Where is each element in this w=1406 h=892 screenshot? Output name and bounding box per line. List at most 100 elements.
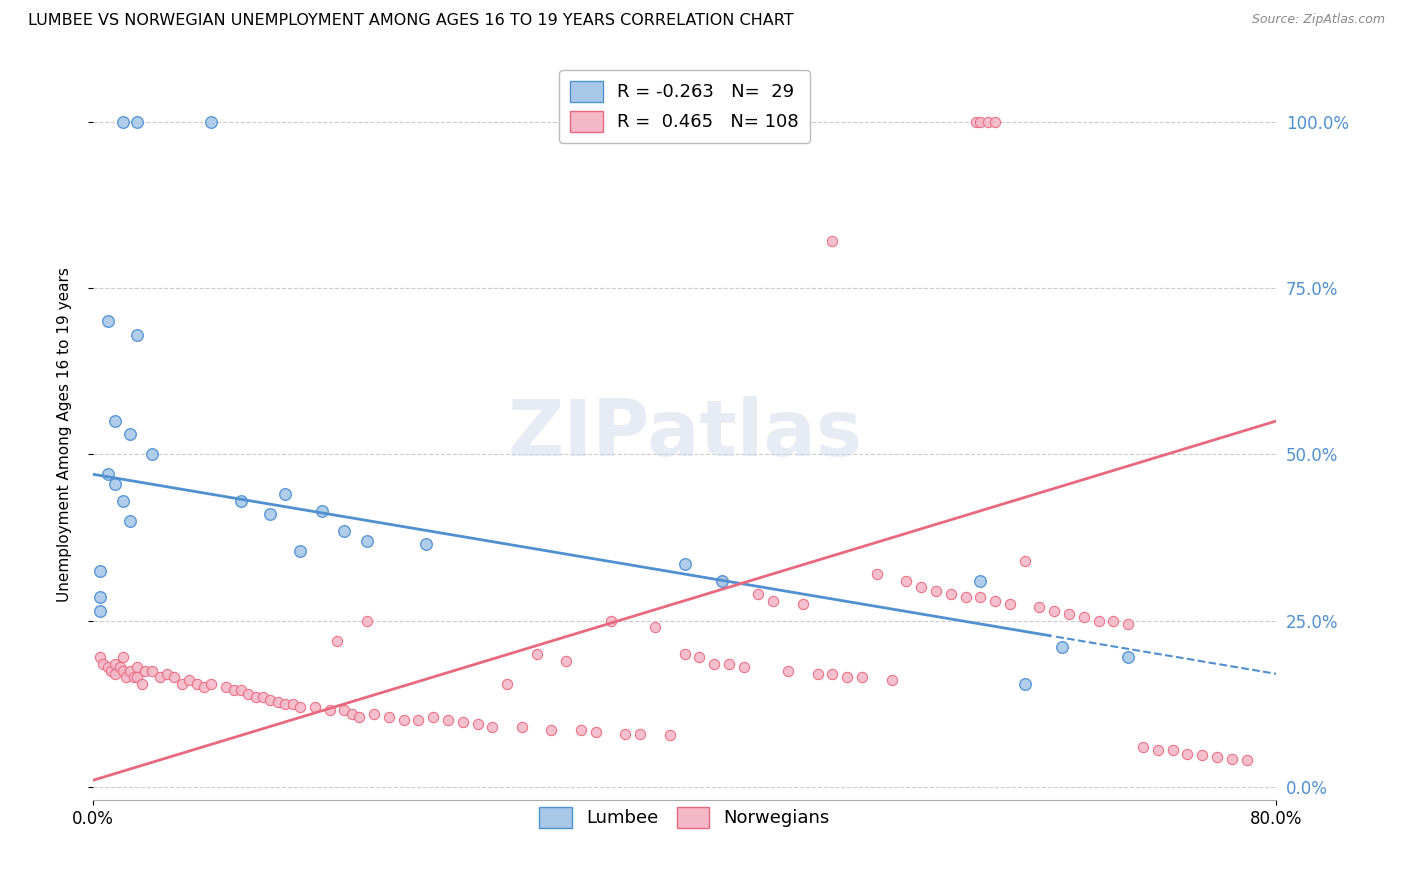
Y-axis label: Unemployment Among Ages 16 to 19 years: Unemployment Among Ages 16 to 19 years: [58, 267, 72, 602]
Point: [127, 670, 149, 684]
Point: [1236, 753, 1258, 767]
Point: [1132, 739, 1154, 754]
Point: [969, 591, 991, 605]
Point: [111, 664, 134, 678]
Point: [851, 670, 873, 684]
Point: [614, 727, 637, 741]
Text: Source: ZipAtlas.com: Source: ZipAtlas.com: [1251, 13, 1385, 27]
Point: [1087, 614, 1109, 628]
Point: [163, 670, 186, 684]
Point: [1116, 616, 1139, 631]
Point: [93, 657, 115, 671]
Point: [124, 670, 146, 684]
Point: [955, 591, 977, 605]
Point: [984, 114, 1007, 128]
Point: [998, 597, 1021, 611]
Point: [111, 114, 134, 128]
Point: [821, 235, 844, 249]
Point: [118, 427, 141, 442]
Point: [179, 673, 201, 688]
Point: [837, 670, 859, 684]
Text: ZIPatlas: ZIPatlas: [508, 396, 862, 473]
Point: [896, 574, 918, 588]
Point: [939, 587, 962, 601]
Point: [245, 690, 267, 705]
Point: [965, 114, 987, 128]
Point: [97, 467, 120, 482]
Point: [710, 574, 733, 588]
Point: [1014, 677, 1036, 691]
Point: [1161, 743, 1184, 757]
Point: [127, 327, 149, 342]
Point: [281, 697, 304, 711]
Point: [100, 664, 122, 678]
Point: [569, 723, 592, 738]
Point: [89, 650, 111, 665]
Point: [156, 666, 179, 681]
Point: [356, 614, 378, 628]
Point: [347, 710, 370, 724]
Point: [141, 664, 163, 678]
Point: [408, 714, 430, 728]
Point: [821, 666, 844, 681]
Point: [259, 507, 281, 521]
Point: [778, 664, 800, 678]
Text: LUMBEE VS NORWEGIAN UNEMPLOYMENT AMONG AGES 16 TO 19 YEARS CORRELATION CHART: LUMBEE VS NORWEGIAN UNEMPLOYMENT AMONG A…: [28, 13, 794, 29]
Point: [1191, 747, 1213, 762]
Point: [688, 650, 710, 665]
Point: [747, 587, 769, 601]
Point: [118, 664, 141, 678]
Point: [274, 697, 297, 711]
Point: [977, 114, 1000, 128]
Point: [451, 714, 474, 729]
Point: [467, 716, 489, 731]
Point: [378, 710, 401, 724]
Point: [540, 723, 562, 738]
Point: [526, 647, 548, 661]
Point: [925, 583, 948, 598]
Point: [710, 574, 733, 588]
Point: [141, 447, 163, 461]
Point: [326, 633, 349, 648]
Point: [1073, 610, 1095, 624]
Point: [555, 654, 578, 668]
Point: [628, 727, 651, 741]
Point: [111, 494, 134, 508]
Point: [356, 533, 378, 548]
Point: [229, 683, 252, 698]
Point: [880, 673, 903, 688]
Point: [363, 706, 385, 721]
Point: [585, 725, 607, 739]
Point: [703, 657, 725, 671]
Point: [170, 677, 193, 691]
Point: [104, 414, 127, 428]
Point: [89, 591, 111, 605]
Point: [481, 720, 503, 734]
Point: [673, 647, 696, 661]
Legend: Lumbee, Norwegians: Lumbee, Norwegians: [531, 800, 837, 835]
Point: [127, 660, 149, 674]
Point: [599, 614, 621, 628]
Point: [89, 604, 111, 618]
Point: [104, 657, 127, 671]
Point: [267, 695, 290, 709]
Point: [1057, 607, 1080, 621]
Point: [392, 714, 415, 728]
Point: [148, 670, 170, 684]
Point: [131, 677, 153, 691]
Point: [311, 504, 333, 518]
Point: [238, 687, 260, 701]
Point: [104, 477, 127, 491]
Point: [733, 660, 755, 674]
Point: [1028, 600, 1050, 615]
Point: [304, 700, 326, 714]
Point: [333, 524, 356, 538]
Point: [200, 114, 222, 128]
Point: [807, 666, 830, 681]
Point: [1146, 743, 1168, 757]
Point: [114, 670, 136, 684]
Point: [127, 114, 149, 128]
Point: [288, 700, 311, 714]
Point: [118, 514, 141, 528]
Point: [1220, 752, 1243, 766]
